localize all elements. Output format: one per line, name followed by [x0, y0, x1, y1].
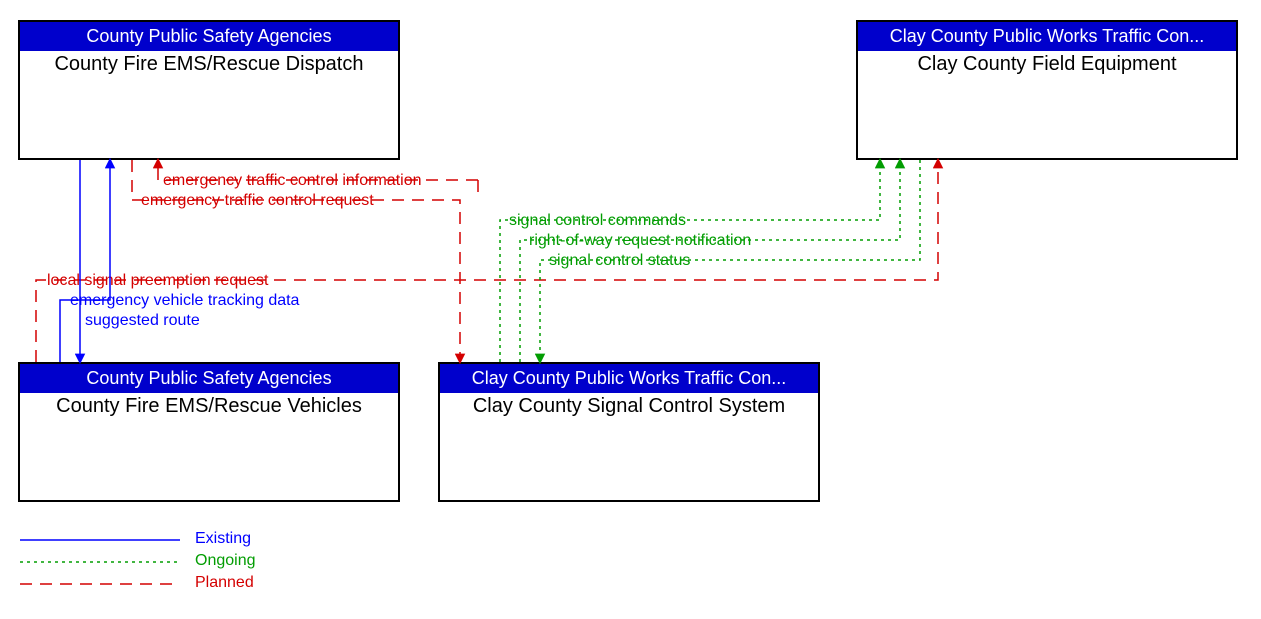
box-field-body: Clay County Field Equipment — [858, 51, 1236, 78]
box-dispatch: County Public Safety Agencies County Fir… — [18, 20, 400, 160]
box-vehicles-header: County Public Safety Agencies — [20, 364, 398, 393]
label-scc: signal control commands — [509, 212, 686, 230]
box-field-header: Clay County Public Works Traffic Con... — [858, 22, 1236, 51]
label-etcr: emergency traffic control request — [141, 192, 374, 210]
label-rrn: right-of-way request notification — [529, 232, 751, 250]
label-sr: suggested route — [85, 312, 200, 330]
diagram-canvas: County Public Safety Agencies County Fir… — [0, 0, 1261, 619]
box-signal: Clay County Public Works Traffic Con... … — [438, 362, 820, 502]
legend-label-ongoing: Ongoing — [195, 552, 256, 570]
box-dispatch-header: County Public Safety Agencies — [20, 22, 398, 51]
box-vehicles-body: County Fire EMS/Rescue Vehicles — [20, 393, 398, 420]
label-scs: signal control status — [549, 252, 690, 270]
label-lspr: local signal preemption request — [47, 272, 268, 290]
box-field: Clay County Public Works Traffic Con... … — [856, 20, 1238, 160]
legend-label-existing: Existing — [195, 530, 251, 548]
legend-label-planned: Planned — [195, 574, 254, 592]
box-signal-header: Clay County Public Works Traffic Con... — [440, 364, 818, 393]
box-vehicles: County Public Safety Agencies County Fir… — [18, 362, 400, 502]
box-signal-body: Clay County Signal Control System — [440, 393, 818, 420]
box-dispatch-body: County Fire EMS/Rescue Dispatch — [20, 51, 398, 78]
label-evtd: emergency vehicle tracking data — [70, 292, 299, 310]
label-etci: emergency traffic control information — [163, 172, 421, 190]
